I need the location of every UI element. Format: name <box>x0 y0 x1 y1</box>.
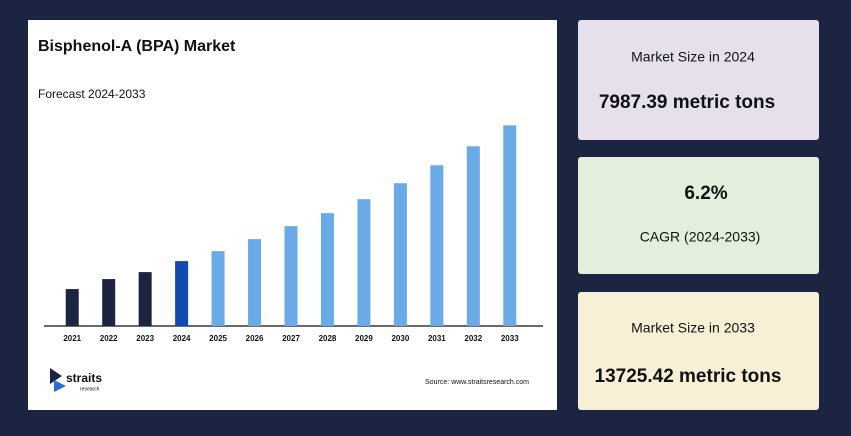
card <box>578 20 819 140</box>
logo-name: straits <box>66 371 102 385</box>
bar <box>248 239 262 326</box>
card-value: 6.2% <box>684 183 727 204</box>
source: Source: www.straitsresearch.com <box>425 379 529 386</box>
x-tick-label: 2026 <box>246 334 264 343</box>
bar <box>284 226 298 326</box>
x-tick-label: 2025 <box>209 334 227 343</box>
bar <box>430 165 444 326</box>
x-tick-label: 2031 <box>428 334 446 343</box>
x-tick-label: 2027 <box>282 334 300 343</box>
card <box>578 157 819 274</box>
logo: straits research <box>50 368 102 392</box>
card-value: 7987.39 metric tons <box>599 92 775 113</box>
bar <box>393 183 407 326</box>
chart-title: Bisphenol-A (BPA) Market <box>38 38 236 55</box>
x-tick-label: 2021 <box>63 334 81 343</box>
card-label: Market Size in 2024 <box>631 49 755 65</box>
bar <box>320 213 334 326</box>
bar <box>138 272 152 326</box>
x-tick-label: 2024 <box>173 334 191 343</box>
card-label: Market Size in 2033 <box>631 320 755 336</box>
logo-icon <box>50 368 62 384</box>
x-tick-label: 2023 <box>136 334 154 343</box>
chart-subtitle: Forecast 2024-2033 <box>38 87 146 101</box>
bar <box>175 261 189 326</box>
logo-tagline: research <box>80 386 100 392</box>
card-label: CAGR (2024-2033) <box>640 229 761 245</box>
x-tick-label: 2030 <box>391 334 409 343</box>
bar <box>102 279 116 326</box>
x-tick-label: 2028 <box>319 334 337 343</box>
x-tick-label: 2022 <box>100 334 118 343</box>
card <box>578 292 819 410</box>
bar <box>357 199 371 326</box>
bar <box>211 251 225 326</box>
card-value: 13725.42 metric tons <box>595 366 782 387</box>
bar <box>503 125 517 326</box>
bar <box>466 146 480 326</box>
x-tick-label: 2029 <box>355 334 373 343</box>
x-tick-label: 2032 <box>464 334 482 343</box>
bar <box>65 289 79 326</box>
x-tick-label: 2033 <box>501 334 519 343</box>
logo-icon <box>54 380 66 392</box>
